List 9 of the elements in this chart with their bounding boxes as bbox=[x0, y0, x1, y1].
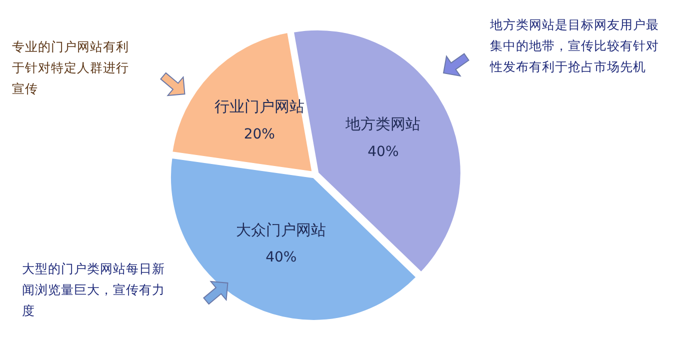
text: 专业的门户网站有利于针对特定人群进行宣传 bbox=[12, 38, 130, 98]
slice-label: 地方类网站 bbox=[344, 115, 421, 134]
slice-label: 大众门户网站 bbox=[236, 220, 326, 239]
text: 地方类网站是目标网友用户最集中的地带，宣传比较有针对性发布有利于抢占市场先机 bbox=[490, 16, 660, 76]
text: 大型的门户类网站每日新闻浏览量巨大，宣传有力度 bbox=[22, 260, 166, 320]
data-label: 40% bbox=[368, 144, 399, 160]
data-label: 20% bbox=[244, 126, 275, 142]
slice-label: 行业门户网站 bbox=[214, 98, 304, 116]
data-label: 40% bbox=[266, 250, 297, 266]
